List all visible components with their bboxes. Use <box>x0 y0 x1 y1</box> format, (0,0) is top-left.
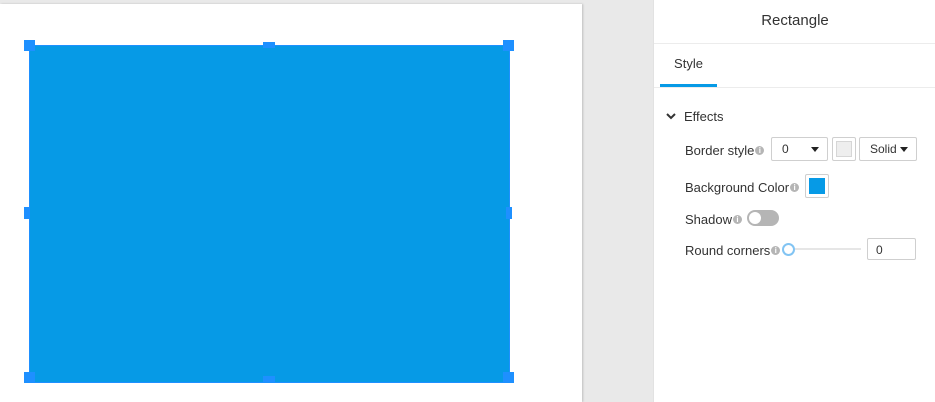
resize-handle-top[interactable] <box>263 42 275 48</box>
round-corners-slider-track[interactable] <box>789 248 861 250</box>
tab-style[interactable]: Style <box>660 44 717 87</box>
rectangle-shape[interactable] <box>30 46 509 382</box>
shadow-row: Shadow i <box>685 210 742 228</box>
round-corners-input[interactable]: 0 <box>867 238 916 260</box>
canvas-page <box>0 4 582 402</box>
background-color-row: Background Color i <box>685 178 800 196</box>
resize-handle-left[interactable] <box>24 207 30 219</box>
info-icon: i <box>732 214 742 224</box>
background-color-swatch <box>809 178 825 194</box>
resize-handle-top-right[interactable] <box>503 40 514 51</box>
resize-handle-bottom-right[interactable] <box>503 372 514 383</box>
round-corners-slider-thumb[interactable] <box>782 243 795 256</box>
border-style-row: Border style i <box>685 141 765 159</box>
resize-handle-right[interactable] <box>506 207 512 219</box>
resize-handle-bottom-left[interactable] <box>24 372 35 383</box>
effects-section-header[interactable]: Effects <box>666 107 724 125</box>
background-color-label: Background Color <box>685 179 790 195</box>
effects-label: Effects <box>684 108 724 124</box>
border-width-dropdown[interactable]: 0 <box>771 137 828 161</box>
caret-down-icon <box>811 147 819 152</box>
border-style-label: Border style <box>685 142 755 158</box>
border-color-picker[interactable] <box>832 137 856 161</box>
properties-panel: Rectangle Style Effects Border style i 0… <box>653 0 935 402</box>
border-width-value: 0 <box>782 142 789 156</box>
toggle-knob <box>749 212 761 224</box>
shadow-toggle[interactable] <box>747 210 779 226</box>
background-color-picker[interactable] <box>805 174 829 198</box>
info-icon: i <box>755 145 765 155</box>
panel-tabs: Style <box>654 44 935 88</box>
chevron-down-icon <box>666 113 676 120</box>
border-line-style-value: Solid <box>870 142 897 156</box>
resize-handle-top-left[interactable] <box>24 40 35 51</box>
caret-down-icon <box>900 147 908 152</box>
info-icon: i <box>790 182 800 192</box>
shadow-label: Shadow <box>685 211 732 227</box>
border-color-swatch <box>836 141 852 157</box>
selection-outline <box>30 46 509 382</box>
round-corners-row: Round corners i <box>685 241 781 259</box>
border-line-style-dropdown[interactable]: Solid <box>859 137 917 161</box>
panel-title: Rectangle <box>654 0 935 44</box>
info-icon: i <box>771 245 781 255</box>
resize-handle-bottom[interactable] <box>263 376 275 382</box>
round-corners-label: Round corners <box>685 242 771 258</box>
